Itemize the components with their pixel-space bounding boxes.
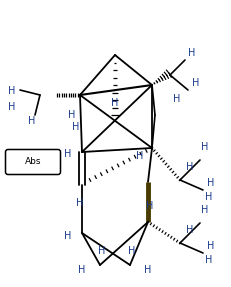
- Text: H: H: [205, 255, 213, 265]
- Text: H: H: [72, 122, 80, 132]
- Text: H: H: [201, 205, 209, 215]
- Text: H: H: [146, 201, 154, 211]
- Text: H: H: [76, 198, 84, 208]
- Text: H: H: [188, 48, 196, 58]
- Text: H: H: [186, 225, 194, 235]
- Text: H: H: [136, 151, 144, 161]
- Text: H: H: [205, 192, 213, 202]
- Text: Abs: Abs: [25, 158, 41, 166]
- FancyBboxPatch shape: [6, 150, 61, 174]
- Text: H: H: [144, 265, 152, 275]
- Text: H: H: [98, 246, 106, 256]
- Text: H: H: [64, 149, 72, 159]
- Text: H: H: [173, 94, 181, 104]
- Text: H: H: [78, 265, 86, 275]
- Text: H: H: [8, 102, 16, 112]
- Text: H: H: [201, 142, 209, 152]
- Text: H: H: [207, 241, 215, 251]
- Text: H: H: [28, 116, 36, 126]
- Text: H: H: [128, 246, 136, 256]
- Text: H: H: [207, 178, 215, 188]
- Text: H: H: [111, 98, 119, 108]
- Text: H: H: [186, 162, 194, 172]
- Text: H: H: [68, 110, 76, 120]
- Text: H: H: [192, 78, 200, 88]
- Text: H: H: [8, 86, 16, 96]
- Text: H: H: [64, 231, 72, 241]
